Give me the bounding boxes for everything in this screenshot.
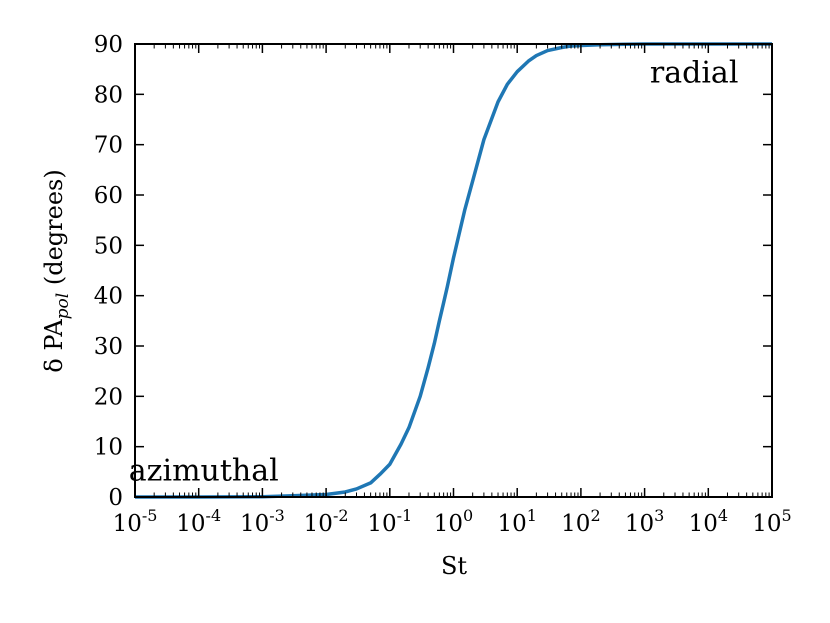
x-tick-label: 104 bbox=[689, 506, 728, 537]
y-axis-label: δ PApol (degrees) bbox=[40, 169, 73, 372]
x-tick-label: 105 bbox=[752, 506, 791, 537]
y-tick-label: 60 bbox=[94, 183, 123, 209]
x-tick-label-base: 10 bbox=[689, 511, 718, 537]
y-tick-label: 50 bbox=[94, 233, 123, 259]
annotation-radial: radial bbox=[650, 56, 739, 91]
y-tick-label: 90 bbox=[94, 32, 123, 58]
y-tick-label: 80 bbox=[94, 82, 123, 108]
x-tick-label-exponent: 5 bbox=[782, 506, 792, 525]
y-axis-label-suffix: (degrees) bbox=[40, 169, 68, 292]
plot-area bbox=[135, 42, 772, 499]
x-tick-label-exponent: 3 bbox=[654, 506, 664, 525]
y-tick-label: 10 bbox=[94, 435, 123, 461]
x-tick-label-base: 10 bbox=[434, 511, 463, 537]
y-axis-label-subscript: pol bbox=[53, 293, 73, 320]
x-tick-label-base: 10 bbox=[752, 511, 781, 537]
x-tick-label-base: 10 bbox=[625, 511, 654, 537]
y-tick-label: 0 bbox=[108, 485, 123, 511]
x-tick-label: 10-1 bbox=[367, 506, 412, 537]
x-tick-label: 100 bbox=[434, 506, 473, 537]
x-tick-label-base: 10 bbox=[176, 511, 205, 537]
x-tick-label-exponent: 2 bbox=[590, 506, 600, 525]
y-tick-label: 30 bbox=[94, 334, 123, 360]
x-tick-label-exponent: -4 bbox=[206, 506, 222, 525]
x-tick-label-exponent: -1 bbox=[397, 506, 413, 525]
x-axis-label: St bbox=[441, 552, 467, 580]
ticks bbox=[134, 43, 773, 498]
series-line bbox=[135, 42, 772, 499]
x-tick-label-base: 10 bbox=[367, 511, 396, 537]
y-tick-label: 20 bbox=[94, 384, 123, 410]
x-tick-label-exponent: -3 bbox=[269, 506, 285, 525]
x-tick-label-base: 10 bbox=[497, 511, 526, 537]
x-tick-label-exponent: -2 bbox=[333, 506, 349, 525]
y-axis-label-prefix: δ PA bbox=[40, 319, 68, 373]
x-tick-label-base: 10 bbox=[240, 511, 269, 537]
x-tick-label: 103 bbox=[625, 506, 664, 537]
x-tick-label-exponent: -5 bbox=[142, 506, 158, 525]
x-tick-label-exponent: 4 bbox=[718, 506, 728, 525]
tick-labels: 10-5 10-4 10-3 10-2 10-1 100 101 102 103 104 10501… bbox=[94, 32, 792, 537]
x-tick-label: 10-2 bbox=[304, 506, 349, 537]
x-tick-label: 102 bbox=[561, 506, 600, 537]
x-tick-label: 10-5 bbox=[113, 506, 158, 537]
x-tick-label-base: 10 bbox=[113, 511, 142, 537]
annotation-azimuthal: azimuthal bbox=[129, 453, 279, 488]
x-tick-label: 101 bbox=[497, 506, 536, 537]
x-tick-label-exponent: 1 bbox=[527, 506, 537, 525]
annotations: azimuthal radial bbox=[129, 56, 739, 489]
x-tick-label: 10-3 bbox=[240, 506, 285, 537]
x-tick-label-base: 10 bbox=[304, 511, 333, 537]
x-tick-label: 10-4 bbox=[176, 506, 221, 537]
y-tick-label: 70 bbox=[94, 133, 123, 159]
x-tick-label-exponent: 0 bbox=[463, 506, 473, 525]
plot-frame bbox=[134, 43, 773, 498]
x-tick-label-base: 10 bbox=[561, 511, 590, 537]
y-tick-label: 40 bbox=[94, 284, 123, 310]
